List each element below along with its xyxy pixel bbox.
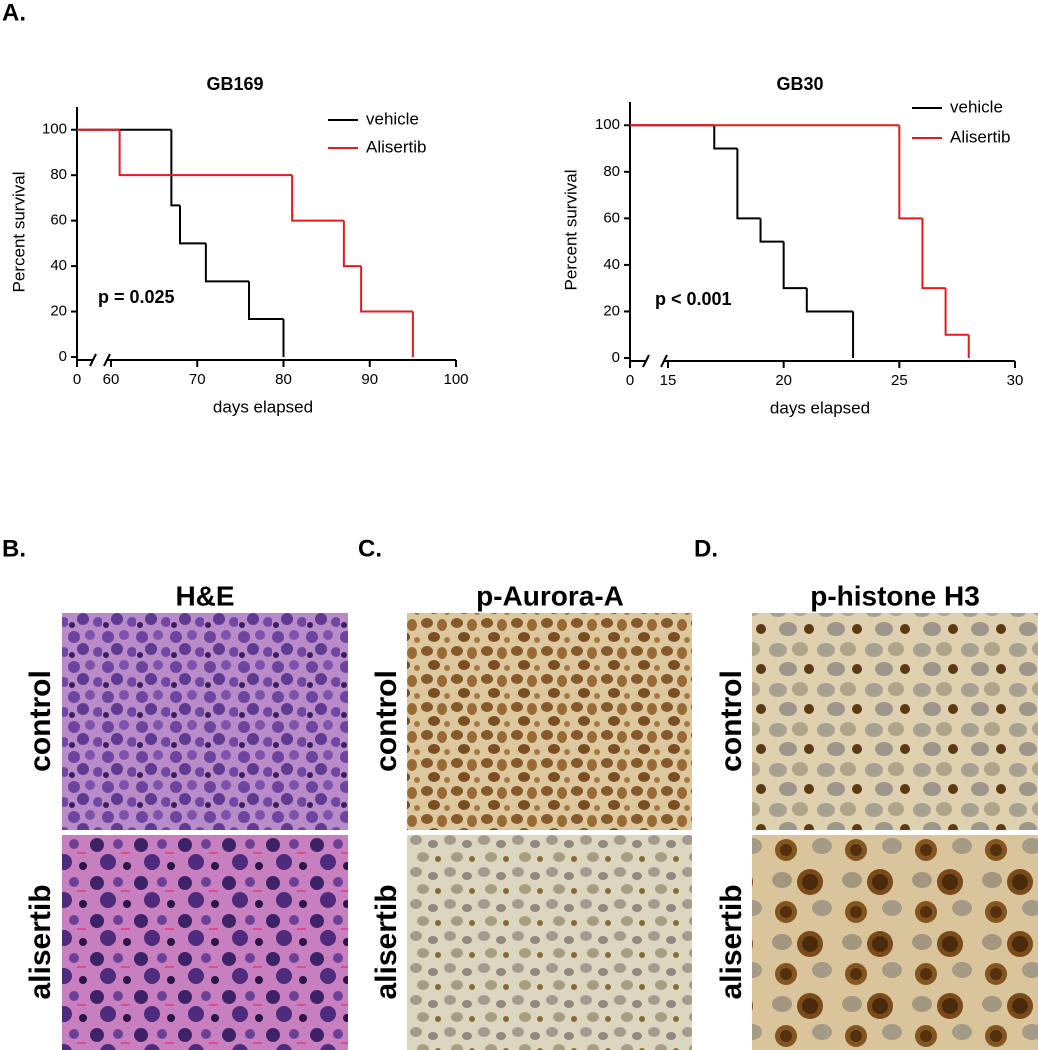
x-tick-label: 20 <box>775 372 792 389</box>
panel-title: p-histone H3 <box>810 580 980 611</box>
legend-label: Alisertib <box>366 137 426 156</box>
x-tick-label: 70 <box>189 371 206 388</box>
survival-step <box>360 266 413 313</box>
annotation: p = 0.025 <box>98 287 175 307</box>
survival-step <box>204 243 249 283</box>
y-tick-label: 20 <box>50 303 67 320</box>
axis-break <box>103 353 111 367</box>
survival-step <box>248 281 284 321</box>
panel-label: C. <box>358 535 382 562</box>
axis-break <box>89 353 97 367</box>
micrograph <box>752 613 1038 830</box>
survival-step <box>944 288 969 336</box>
x-tick-label: 90 <box>361 371 378 388</box>
row-label: control <box>715 670 748 772</box>
survival-step <box>782 241 807 290</box>
y-tick-label: 40 <box>50 257 67 274</box>
micrograph <box>62 613 348 830</box>
survival-step <box>179 205 206 245</box>
legend-label: Alisertib <box>950 127 1010 146</box>
survival-step <box>921 218 946 290</box>
annotation: p < 0.001 <box>655 289 732 309</box>
y-tick-label: 60 <box>50 212 67 229</box>
panel-label: A. <box>2 0 26 26</box>
row-label: alisertib <box>715 884 748 999</box>
survival-step <box>342 220 362 268</box>
survival-step <box>736 148 761 220</box>
axis-break <box>642 354 650 368</box>
legend-label: vehicle <box>366 109 419 128</box>
y-tick-label: 80 <box>50 166 67 183</box>
x-tick-label: 0 <box>73 371 81 388</box>
x-axis-label: days elapsed <box>213 397 313 416</box>
y-axis-label: Percent survival <box>9 172 28 293</box>
y-tick-label: 20 <box>603 302 620 319</box>
survival-step <box>713 125 738 150</box>
y-tick-label: 60 <box>603 209 620 226</box>
y-axis-label: Percent survival <box>561 170 580 291</box>
chart-title: GB169 <box>206 74 263 94</box>
row-label: alisertib <box>24 884 57 999</box>
x-tick-label: 25 <box>891 372 908 389</box>
y-tick-label: 0 <box>612 349 620 366</box>
x-tick-label: 0 <box>626 372 634 389</box>
y-tick-label: 40 <box>603 256 620 273</box>
legend-label: vehicle <box>950 97 1003 116</box>
survival-step <box>170 129 180 207</box>
x-tick-label: 80 <box>275 371 292 388</box>
x-tick-label: 15 <box>660 372 677 389</box>
panel-label: D. <box>694 535 718 562</box>
axis-break <box>660 354 668 368</box>
survival-step <box>118 129 293 177</box>
survival-step <box>291 175 344 222</box>
panel-label: B. <box>2 535 26 562</box>
survival-step <box>759 218 784 243</box>
row-label: control <box>24 670 57 772</box>
micrograph <box>407 613 692 830</box>
x-axis-label: days elapsed <box>770 398 870 417</box>
chart-title: GB30 <box>776 74 823 94</box>
y-tick-label: 100 <box>595 116 620 133</box>
x-tick-label: 100 <box>443 371 468 388</box>
micrograph <box>62 835 348 1050</box>
panel-title: p-Aurora-A <box>476 580 624 611</box>
y-tick-label: 100 <box>42 121 67 138</box>
survival-step <box>898 125 923 220</box>
x-tick-label: 60 <box>103 371 120 388</box>
row-label: alisertib <box>370 884 403 999</box>
x-tick-label: 30 <box>1007 372 1024 389</box>
y-tick-label: 0 <box>59 348 67 365</box>
y-tick-label: 80 <box>603 163 620 180</box>
survival-step <box>805 288 854 313</box>
micrograph <box>407 835 692 1050</box>
panel-title: H&E <box>175 580 234 611</box>
micrograph <box>752 835 1038 1050</box>
row-label: control <box>370 670 403 772</box>
